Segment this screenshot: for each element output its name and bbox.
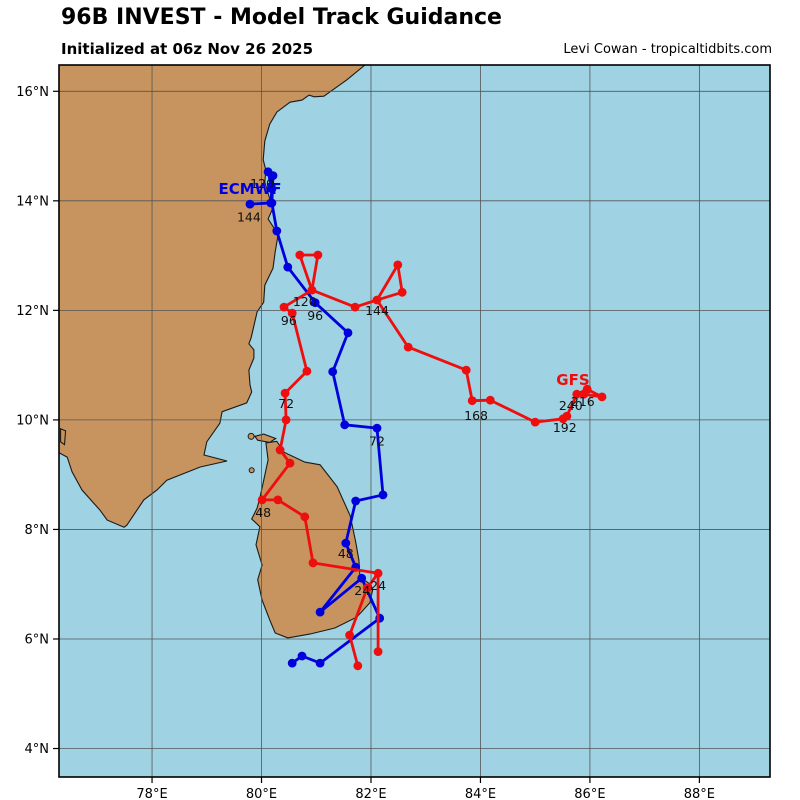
gfs-track-point — [279, 302, 289, 312]
y-axis-label: 12°N — [16, 304, 49, 319]
init-time-subtitle: Initialized at 06z Nov 26 2025 — [61, 40, 314, 58]
small-islet — [247, 432, 255, 440]
gfs-track-point — [485, 395, 495, 405]
land-layer — [59, 65, 374, 639]
gfs-hour-label: 192 — [553, 420, 577, 435]
ecmwf-track-point — [287, 658, 297, 668]
x-axis-label: 78°E — [136, 787, 167, 800]
ecmwf-track-point — [340, 420, 350, 430]
ecmwf-track-point — [267, 184, 277, 194]
gfs-track-point — [562, 411, 572, 421]
sri-lanka-landmass — [251, 440, 374, 639]
gfs-track-point — [257, 495, 267, 505]
x-axis-label: 80°E — [246, 787, 277, 800]
gfs-hour-label: 72 — [278, 396, 294, 411]
page-title: 96B INVEST - Model Track Guidance — [61, 5, 502, 30]
gfs-track-point — [403, 342, 413, 352]
gfs-track-point — [397, 287, 407, 297]
gfs-hour-label: 96 — [281, 313, 297, 328]
ecmwf-track-point — [357, 573, 367, 583]
gfs-track-point — [273, 495, 283, 505]
gfs-track-point — [572, 389, 582, 399]
gfs-track-point — [313, 250, 323, 260]
gfs-track-point — [373, 647, 383, 656]
gfs-track-point — [530, 417, 540, 427]
gfs-hour-label: 216 — [571, 394, 595, 409]
gfs-track-point — [362, 583, 372, 593]
gfs-track-point — [579, 389, 589, 399]
ecmwf-track-point — [351, 496, 361, 506]
y-axis-label: 6°N — [25, 632, 50, 647]
credit-text: Levi Cowan - tropicaltidbits.com — [563, 42, 772, 57]
small-islet — [248, 467, 255, 474]
ecmwf-track-point — [378, 490, 388, 500]
ecmwf-track-point — [310, 298, 320, 308]
gfs-hour-label: 48 — [255, 505, 271, 520]
ecmwf-hour-label: 120 — [250, 176, 274, 191]
plot-border — [58, 64, 771, 778]
ecmwf-hour-label: 48 — [338, 546, 354, 561]
gfs-track-point — [307, 285, 317, 295]
gfs-track-point — [353, 661, 363, 671]
gfs-hour-label: 240 — [559, 398, 583, 413]
x-axis-label: 86°E — [574, 787, 605, 800]
ecmwf-track-point — [245, 199, 255, 209]
gfs-track-point — [287, 308, 297, 318]
small-islet — [60, 427, 67, 446]
gfs-hour-label: 168 — [464, 408, 488, 423]
ecmwf-track-point — [372, 423, 382, 433]
ecmwf-track-point — [297, 651, 307, 661]
x-axis-label: 88°E — [684, 787, 715, 800]
ecmwf-track-point — [341, 538, 351, 548]
y-axis-label: 8°N — [25, 523, 50, 538]
ecmwf-track-point — [263, 167, 273, 177]
ecmwf-track-point — [272, 226, 282, 236]
gfs-model-label: GFS — [556, 371, 589, 389]
gfs-track-point — [295, 250, 305, 260]
gfs-hour-label: 24 — [370, 578, 386, 593]
y-axis-label: 4°N — [25, 742, 50, 757]
ecmwf-track-point — [266, 198, 276, 208]
gfs-track-point — [597, 392, 607, 402]
gfs-track-point — [467, 396, 477, 406]
x-axis-label: 82°E — [355, 787, 386, 800]
gfs-track-point — [275, 445, 285, 455]
ecmwf-track-point — [315, 658, 325, 668]
gfs-hour-label: 120 — [293, 294, 317, 309]
gfs-track-point — [308, 558, 318, 568]
ecmwf-track-point — [315, 607, 325, 617]
ecmwf-hour-label: 24 — [354, 583, 370, 598]
ecmwf-track-point — [328, 367, 338, 377]
gfs-track-point — [281, 415, 291, 425]
ecmwf-track-point — [375, 613, 385, 623]
gfs-track-point — [285, 458, 295, 468]
ecmwf-hour-label: 72 — [369, 433, 385, 448]
gfs-track-point — [280, 388, 290, 398]
india-landmass — [59, 65, 366, 528]
gfs-track-point — [372, 295, 382, 305]
ecmwf-track-point — [283, 262, 293, 272]
gfs-track-point — [373, 568, 383, 578]
ecmwf-hour-label: 96 — [307, 308, 323, 323]
jaffna-islands — [253, 433, 277, 443]
ecmwf-hour-label: 144 — [237, 209, 261, 224]
gfs-track-point — [393, 260, 403, 270]
ecmwf-track-point — [343, 328, 353, 338]
gfs-hour-label: 144 — [365, 303, 389, 318]
gfs-track-point — [350, 302, 360, 312]
gfs-track-point — [302, 366, 312, 376]
y-axis-label: 14°N — [16, 194, 49, 209]
y-axis-label: 16°N — [16, 85, 49, 100]
y-axis-label: 10°N — [16, 413, 49, 428]
gfs-track-point — [345, 630, 354, 640]
x-axis-label: 84°E — [465, 787, 496, 800]
ecmwf-model-label: ECMWF — [219, 180, 282, 198]
gfs-track-point — [461, 365, 471, 375]
gfs-track-point — [300, 512, 310, 522]
